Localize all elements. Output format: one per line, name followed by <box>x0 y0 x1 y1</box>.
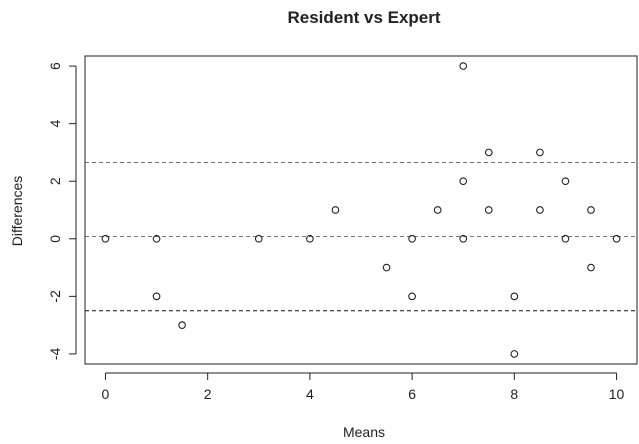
data-point-16 <box>484 206 493 214</box>
data-point-20 <box>536 206 544 214</box>
chart-title: Resident vs Expert <box>287 8 440 27</box>
data-point-15 <box>484 148 493 157</box>
data-point-5 <box>254 234 263 243</box>
y-tick-label: 0 <box>47 235 63 243</box>
data-point-6 <box>306 234 314 243</box>
data-point-7 <box>331 206 340 214</box>
data-point-13 <box>459 177 468 186</box>
y-axis: -4 -2 0 2 4 6 <box>47 62 77 360</box>
data-point-3 <box>152 292 161 301</box>
y-tick-label: -4 <box>47 347 63 360</box>
x-axis-label: Means <box>343 424 385 440</box>
x-tick-label: 4 <box>306 386 314 402</box>
data-point-2 <box>152 234 161 243</box>
data-point-14 <box>459 234 468 243</box>
x-tick-label: 8 <box>510 386 518 402</box>
data-point-11 <box>433 206 442 214</box>
data-point-24 <box>587 263 595 272</box>
data-point-21 <box>561 177 570 186</box>
data-point-12 <box>459 62 468 70</box>
data-point-17 <box>510 292 519 301</box>
x-tick-label: 6 <box>408 386 416 402</box>
x-tick-label: 0 <box>102 386 110 402</box>
data-points <box>101 62 621 358</box>
data-point-22 <box>561 234 570 243</box>
y-tick-label: 6 <box>47 62 63 70</box>
data-point-1 <box>101 234 110 243</box>
x-tick-label: 2 <box>204 386 212 402</box>
data-point-9 <box>408 234 416 243</box>
x-tick-label: 10 <box>609 386 625 402</box>
plot-frame <box>84 55 638 365</box>
y-axis-label: Differences <box>9 176 25 247</box>
data-point-23 <box>587 206 595 214</box>
data-point-19 <box>536 148 544 157</box>
y-tick-label: 2 <box>47 177 63 185</box>
data-point-25 <box>612 234 621 243</box>
reference-lines <box>85 162 637 312</box>
data-point-8 <box>382 263 391 272</box>
y-tick-label: -2 <box>47 290 63 303</box>
data-point-4 <box>178 321 186 329</box>
data-point-10 <box>408 292 416 301</box>
data-point-18 <box>510 350 519 358</box>
y-tick-label: 4 <box>47 120 63 128</box>
x-axis: 0 2 4 6 8 10 <box>102 372 625 402</box>
